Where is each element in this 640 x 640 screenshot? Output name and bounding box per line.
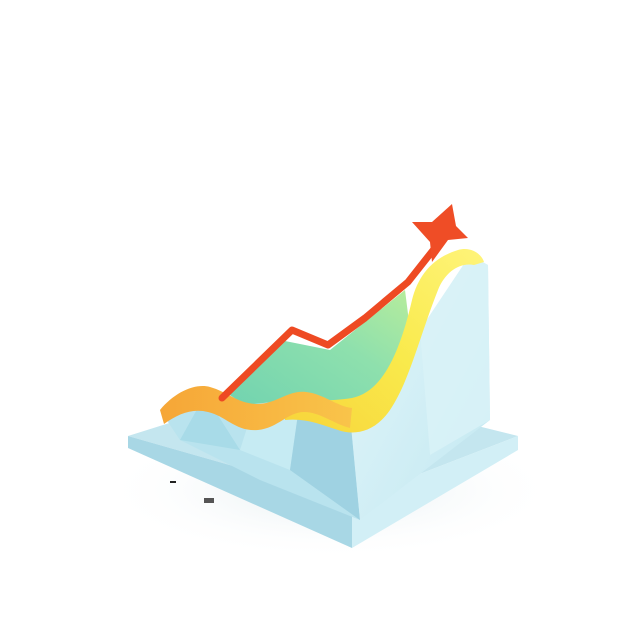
axis-tick-icon [204,498,214,503]
axis-marks [170,481,214,503]
base-plate-front [128,436,352,548]
red-trend-line [218,240,442,402]
block-right-facet [420,255,490,455]
orange-band [160,386,352,431]
green-area [225,290,410,415]
red-star-arrowhead-icon [412,204,468,262]
block-left-facet-1 [180,395,240,450]
base-plate-right [352,436,518,548]
chart-block [160,255,490,520]
yellow-band [285,249,484,433]
